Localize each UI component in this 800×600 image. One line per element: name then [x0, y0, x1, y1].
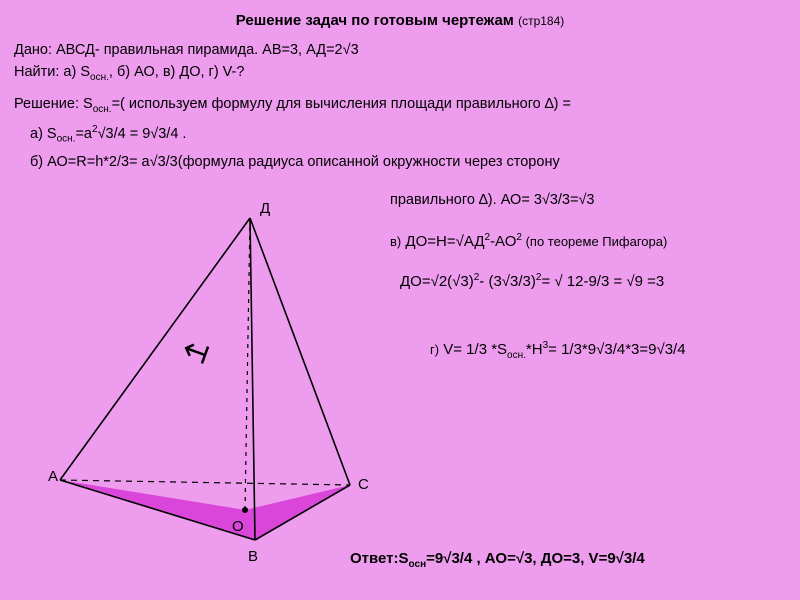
find-prefix: Найти: а) S: [14, 64, 90, 80]
pyramid-diagram: [20, 210, 420, 580]
label-D: Д: [260, 200, 270, 217]
given-text: Дано: АВСД- правильная пирамида. АВ=3, А…: [14, 42, 359, 58]
label-C: С: [358, 476, 369, 493]
arrow-icon: [183, 340, 208, 364]
pb2-text: правильного ∆). АО= 3√3/3=√3: [390, 192, 595, 208]
find-sub: осн.: [90, 72, 109, 83]
edge-BD: [250, 218, 255, 540]
pc2-end: = √ 12-9/3 = √9 =3: [541, 273, 664, 290]
given-line: Дано: АВСД- правильная пирамида. АВ=3, А…: [14, 42, 359, 58]
find-rest: , б) АО, в) ДО, г) V-?: [109, 64, 245, 80]
page-title: Решение задач по готовым чертежам (стр18…: [0, 0, 800, 29]
pa-sub: осн.: [57, 134, 76, 145]
part-b-line: б) АО=R=h*2/3= a√3/3(формула радиуса опи…: [30, 154, 560, 170]
label-O: О: [232, 518, 244, 535]
pd-sub: осн.: [507, 350, 526, 361]
part-c-line: в) ДО=Н=√АД2-АО2 (по теореме Пифагора): [390, 232, 667, 250]
edge-AC-back: [60, 480, 350, 485]
point-O: [242, 507, 248, 513]
part-d-line: г) V= 1/3 *Sосн.*H3= 1/3*9√3/4*3=9√3/4: [430, 340, 686, 361]
part-b2-line: правильного ∆). АО= 3√3/3=√3: [390, 192, 595, 208]
edge-AD: [60, 218, 250, 480]
pb-text: б) АО=R=h*2/3= a√3/3(формула радиуса опи…: [30, 154, 560, 170]
pc-mid: -АО: [490, 233, 516, 250]
height-DO: [245, 218, 250, 510]
pc2-mid: - (3√3/3): [479, 273, 536, 290]
sol-sub: осн.: [93, 104, 112, 115]
part-a-line: а) Sосн.=а2√3/4 = 9√3/4 .: [30, 124, 186, 145]
title-ref: (стр184): [518, 14, 564, 28]
label-B: В: [248, 548, 258, 565]
ans-rest: =9√3/4 , АО=√3, ДО=3, V=9√3/4: [426, 550, 645, 567]
pd-end: = 1/3*9√3/4*3=9√3/4: [548, 341, 685, 358]
pd-mid: *H: [526, 341, 543, 358]
pa-1: а) S: [30, 126, 57, 142]
find-line: Найти: а) Sосн., б) АО, в) ДО, г) V-?: [14, 64, 244, 83]
pc-end: (по теореме Пифагора): [522, 234, 667, 249]
sol-rest: =( используем формулу для вычисления пло…: [112, 96, 571, 112]
pd-main: V= 1/3 *S: [439, 341, 507, 358]
pa-end: √3/4 = 9√3/4 .: [98, 126, 187, 142]
pa-mid: =а: [75, 126, 92, 142]
label-A: А: [48, 468, 58, 485]
solution-line: Решение: Sосн.=( используем формулу для …: [14, 96, 571, 115]
edge-CD: [250, 218, 350, 485]
sol-prefix: Решение: S: [14, 96, 93, 112]
title-main: Решение задач по готовым чертежам: [236, 12, 514, 29]
part-c2-line: ДО=√2(√3)2- (3√3/3)2= √ 12-9/3 = √9 =3: [400, 272, 664, 290]
pd-prefix: г): [430, 342, 439, 357]
